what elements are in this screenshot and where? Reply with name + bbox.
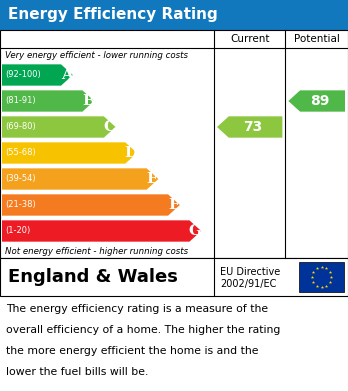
Text: G: G [189, 224, 202, 238]
Polygon shape [2, 142, 137, 164]
Text: overall efficiency of a home. The higher the rating: overall efficiency of a home. The higher… [6, 325, 280, 335]
Text: A: A [61, 68, 73, 82]
Text: lower the fuel bills will be.: lower the fuel bills will be. [6, 367, 148, 377]
Text: F: F [168, 198, 179, 212]
Polygon shape [2, 194, 180, 216]
Text: C: C [104, 120, 116, 134]
Text: 73: 73 [244, 120, 263, 134]
Text: (69-80): (69-80) [5, 122, 36, 131]
Text: Potential: Potential [294, 34, 340, 44]
Text: the more energy efficient the home is and the: the more energy efficient the home is an… [6, 346, 259, 356]
Text: (21-38): (21-38) [5, 201, 36, 210]
Text: (39-54): (39-54) [5, 174, 35, 183]
Text: E: E [147, 172, 158, 186]
Text: B: B [82, 94, 95, 108]
Text: EU Directive: EU Directive [220, 267, 280, 278]
Text: Current: Current [230, 34, 269, 44]
Polygon shape [217, 117, 282, 138]
Text: 89: 89 [310, 94, 330, 108]
Text: Very energy efficient - lower running costs: Very energy efficient - lower running co… [5, 50, 188, 59]
Text: (1-20): (1-20) [5, 226, 30, 235]
Bar [299, 262, 344, 292]
Text: England & Wales: England & Wales [8, 268, 178, 286]
Text: (55-68): (55-68) [5, 149, 36, 158]
Polygon shape [2, 65, 73, 86]
Bar [0, 258, 348, 296]
Text: (92-100): (92-100) [5, 70, 41, 79]
Polygon shape [2, 169, 158, 190]
Bar [0, 30, 348, 258]
Polygon shape [288, 90, 345, 112]
Bar [0, 0, 348, 30]
Polygon shape [2, 221, 201, 242]
Text: D: D [125, 146, 138, 160]
Polygon shape [2, 117, 116, 138]
Polygon shape [2, 90, 94, 112]
Text: 2002/91/EC: 2002/91/EC [220, 279, 276, 289]
Text: Not energy efficient - higher running costs: Not energy efficient - higher running co… [5, 246, 188, 255]
Text: (81-91): (81-91) [5, 97, 35, 106]
Text: The energy efficiency rating is a measure of the: The energy efficiency rating is a measur… [6, 304, 268, 314]
Text: Energy Efficiency Rating: Energy Efficiency Rating [8, 7, 218, 23]
